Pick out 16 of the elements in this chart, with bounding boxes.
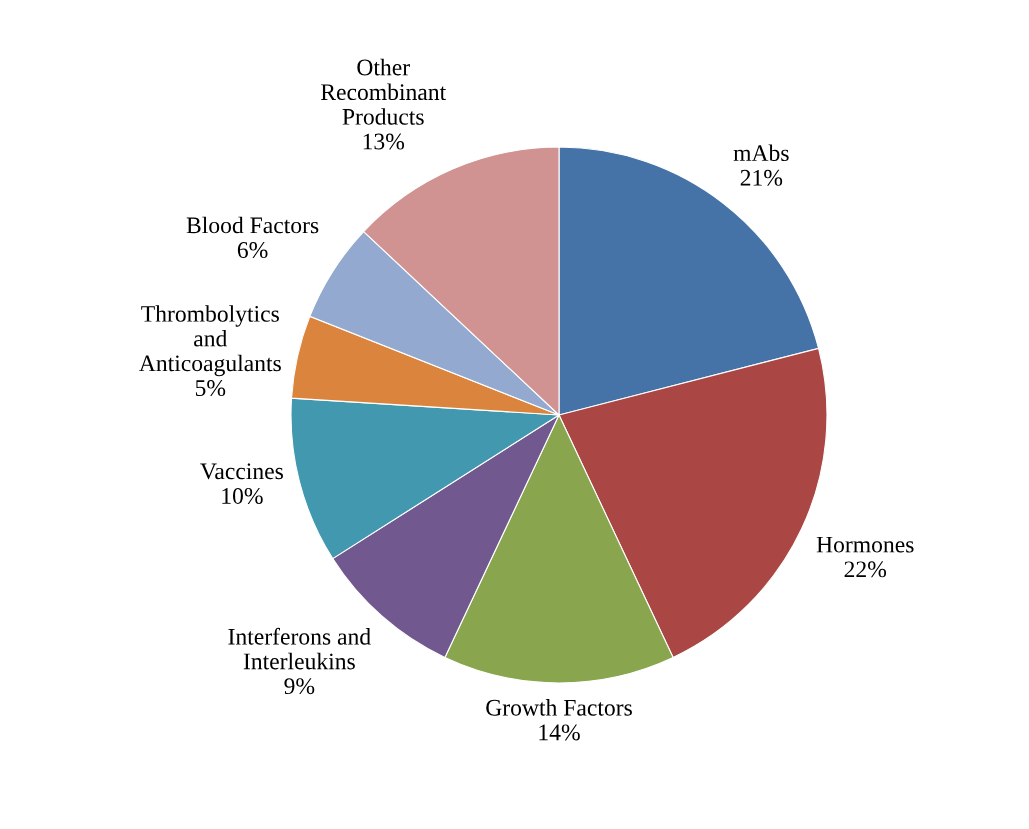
data-label: 14%: [539, 724, 580, 741]
data-label: 22%: [844, 561, 887, 578]
slice-label: Hormones: [816, 536, 914, 553]
slice-label: Interferons and Interleukins: [228, 627, 371, 670]
slice-label: Blood Factors: [186, 216, 319, 234]
slice-label: Other Recombinant Products: [320, 58, 447, 125]
slice-label: Vaccines: [200, 463, 283, 480]
slice-label: Growth Factors: [486, 699, 632, 716]
slice-label: Thrombolytics and Anticoagulants: [139, 305, 281, 377]
data-label: 5%: [195, 380, 226, 397]
data-label: 6%: [237, 242, 268, 259]
data-label: 21%: [740, 169, 783, 186]
data-label: 13%: [363, 133, 405, 150]
data-label: 9%: [284, 678, 315, 695]
data-label: 10%: [222, 487, 263, 504]
slice-label: mAbs: [733, 144, 789, 162]
